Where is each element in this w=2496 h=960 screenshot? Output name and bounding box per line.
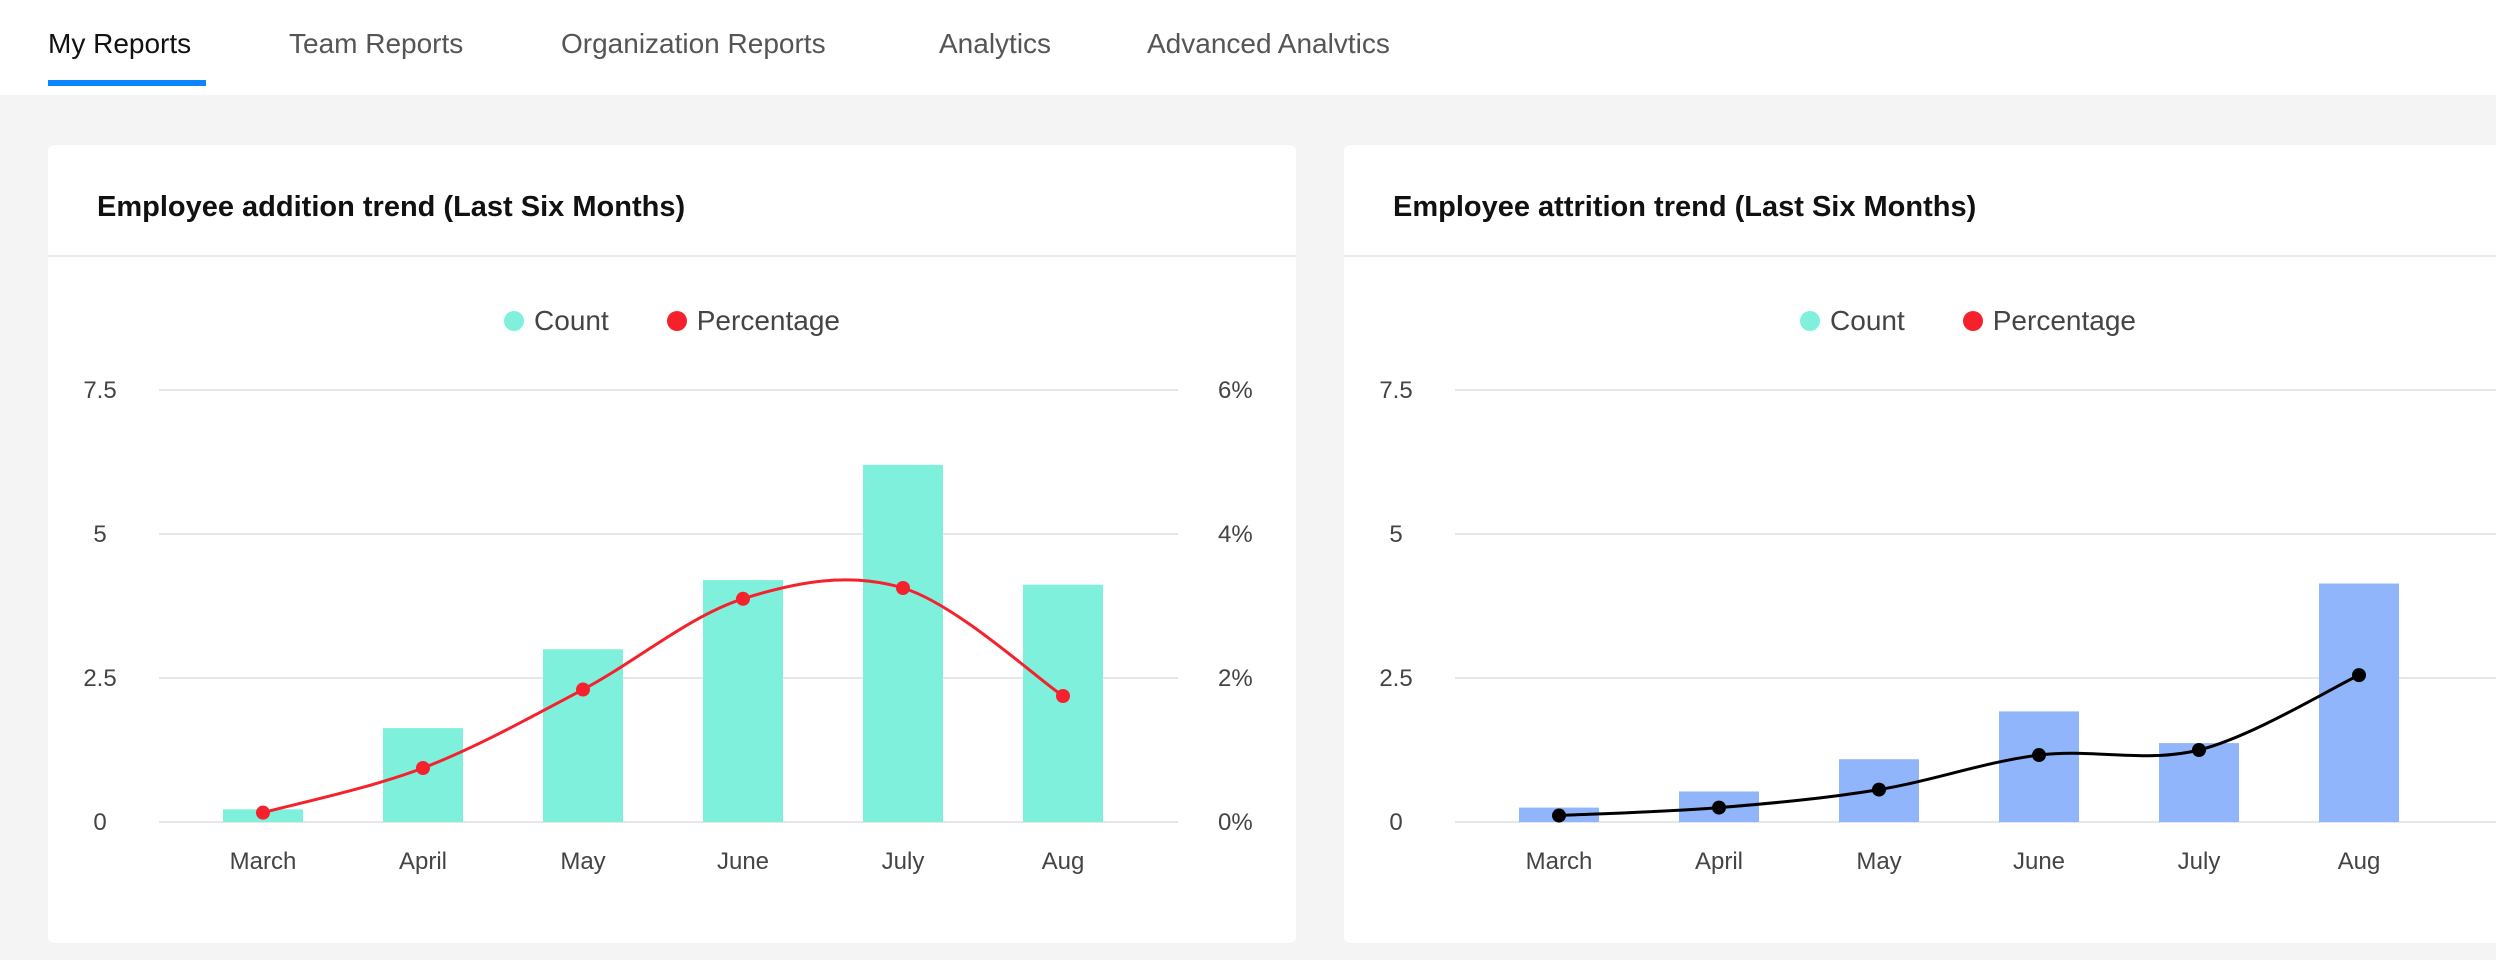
percentage-point: [2192, 743, 2206, 757]
legend-percentage[interactable]: Percentage: [1962, 305, 2136, 337]
card-title: Employee addition trend (Last Six Months…: [97, 191, 686, 223]
x-tick-label: April: [399, 848, 447, 875]
tab-analytics[interactable]: Analytics: [939, 28, 1052, 59]
tab-team-reports[interactable]: Team Reports: [289, 28, 464, 59]
percentage-point: [1712, 800, 1726, 815]
percentage-line: [1558, 673, 2360, 818]
count-bar: [1023, 584, 1103, 822]
count-bar: [1999, 711, 2079, 822]
legend-label: Count: [1830, 305, 1905, 336]
count-bar: [543, 649, 623, 822]
x-tick-label: March: [230, 848, 297, 875]
card-title: Employee attrition trend (Last Six Month…: [1393, 191, 1977, 223]
x-tick-label: Aug: [2338, 848, 2381, 875]
x-tick-label: March: [1526, 848, 1593, 875]
count-bar: [383, 728, 463, 822]
count-dot-icon: [1800, 311, 1821, 331]
x-tick-label: April: [1695, 848, 1743, 875]
legend-label: Percentage: [1992, 305, 2136, 336]
employee-attrition-card: Employee attrition trend (Last Six Month…: [1344, 145, 2496, 943]
employee-addition-card: Employee addition trend (Last Six Months…: [48, 145, 1296, 943]
y-right-tick-label: 4%: [1218, 521, 1253, 548]
percentage-point: [2352, 668, 2366, 683]
report-tabs: My Reports Team Reports Organization Rep…: [0, 0, 2496, 95]
y-left-tick-label: 0: [93, 809, 106, 836]
percentage-point: [576, 682, 590, 697]
x-tick-label: Aug: [1042, 848, 1085, 875]
y-left-tick-label: 2.5: [83, 665, 116, 692]
percentage-point: [2032, 748, 2046, 763]
x-tick-label: July: [882, 848, 925, 875]
chart-legend: Count Percentage: [48, 305, 1296, 337]
legend-label: Percentage: [696, 305, 840, 336]
count-bar: [703, 580, 783, 822]
x-tick-label: May: [560, 848, 605, 875]
legend-count[interactable]: Count: [1800, 305, 1905, 337]
count-bar: [2319, 583, 2399, 822]
legend-count[interactable]: Count: [504, 305, 609, 337]
percentage-point: [1552, 808, 1566, 823]
percentage-point: [1872, 782, 1886, 797]
x-tick-label: July: [2178, 848, 2221, 875]
y-left-tick-label: 2.5: [1379, 665, 1412, 692]
percentage-dot-icon: [1962, 311, 1983, 331]
y-left-tick-label: 0: [1389, 809, 1402, 836]
x-tick-label: June: [717, 848, 769, 875]
percentage-point: [1056, 689, 1070, 703]
y-right-tick-label: 6%: [1218, 377, 1253, 404]
tab-organization-reports[interactable]: Organization Reports: [561, 28, 826, 59]
tab-my-reports[interactable]: My Reports: [48, 28, 192, 59]
percentage-line: [262, 578, 1064, 815]
active-tab-indicator: [48, 80, 206, 86]
x-tick-label: June: [2013, 848, 2065, 875]
divider: [48, 255, 1296, 257]
count-dot-icon: [504, 311, 525, 331]
y-left-tick-label: 7.5: [1379, 377, 1412, 404]
percentage-point: [736, 591, 750, 606]
divider: [1344, 255, 2496, 257]
tab-advanced-analytics[interactable]: Advanced Analvtics: [1147, 28, 1390, 59]
x-tick-label: May: [1856, 848, 1901, 875]
count-bar: [863, 464, 943, 822]
percentage-point: [896, 581, 910, 595]
legend-label: Count: [534, 305, 609, 336]
legend-percentage[interactable]: Percentage: [666, 305, 840, 337]
y-left-tick-label: 7.5: [83, 377, 116, 404]
y-right-tick-label: 2%: [1218, 665, 1253, 692]
addition-chart: 0 2.5 5 7.5 0% 2% 4% 6% March April May June July Aug: [83, 377, 1253, 875]
attrition-chart: 0 2.5 5 7.5 March April May June July Aug: [1379, 377, 2496, 875]
y-left-tick-label: 5: [93, 521, 106, 548]
chart-legend: Count Percentage: [1344, 305, 2496, 337]
y-right-tick-label: 0%: [1218, 809, 1253, 836]
y-left-tick-label: 5: [1389, 521, 1402, 548]
percentage-point: [416, 761, 430, 775]
percentage-point: [256, 805, 270, 820]
percentage-dot-icon: [666, 311, 687, 331]
